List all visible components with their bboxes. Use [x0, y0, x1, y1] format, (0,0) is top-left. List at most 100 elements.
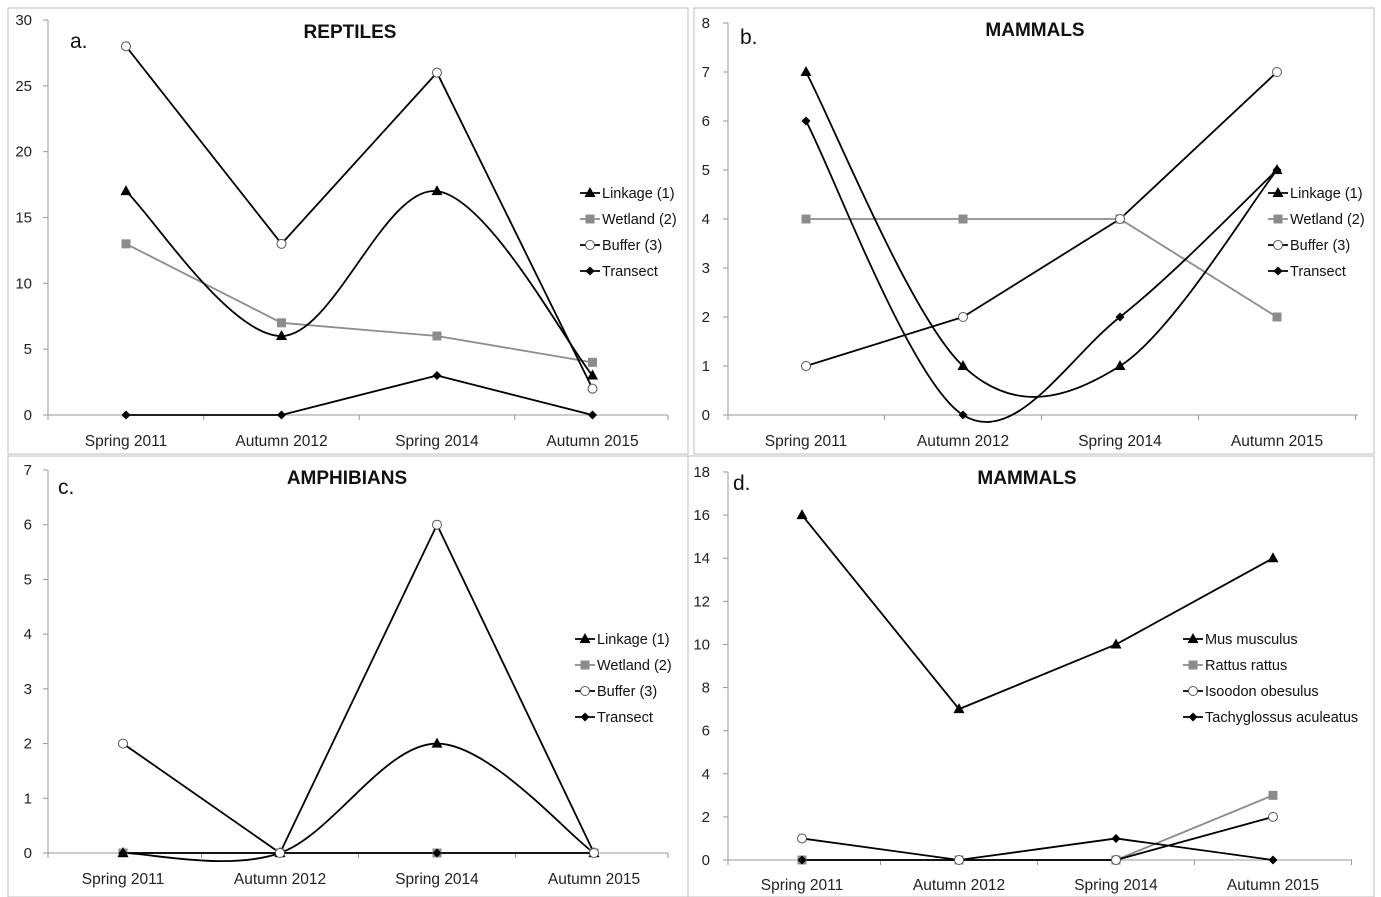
legend-label: Rattus rattus: [1205, 658, 1287, 674]
series-line-mus-musculus: [801, 514, 1274, 711]
data-point: [431, 737, 443, 748]
data-point: [1268, 855, 1278, 865]
y-tick-label: 4: [24, 626, 32, 643]
data-point: [1114, 360, 1126, 370]
legend-marker: [584, 187, 596, 197]
legend-label: Wetland (2): [1290, 212, 1365, 228]
legend: Mus musculus Rattus rattus Isoodon obesulu…: [1183, 632, 1358, 726]
data-point: [588, 357, 597, 367]
chart-panel-4: 0 2 4 6 8 10 12 14 16 18 Spring 2011 Autumn 2012 Spr…: [687, 455, 1375, 897]
data-point: [431, 185, 443, 196]
data-point: [801, 214, 811, 224]
legend-marker: [1272, 187, 1284, 197]
data-point: [1111, 855, 1121, 865]
data-point: [797, 833, 807, 844]
legend-marker: [1188, 660, 1198, 670]
x-tick-label: Spring 2014: [1074, 877, 1158, 894]
legend-marker: [1273, 214, 1283, 224]
data-point: [1110, 638, 1122, 649]
x-tick-label: Autumn 2012: [913, 877, 1005, 894]
legend-label: Linkage (1): [602, 186, 675, 202]
panel-label: a.: [70, 30, 88, 53]
y-tick-label: 12: [693, 593, 710, 610]
legend-label: Wetland (2): [602, 212, 677, 228]
data-point: [589, 848, 599, 858]
data-point: [121, 239, 131, 249]
legend-marker: [580, 686, 590, 696]
chart-title: AMPHIBIANS: [287, 468, 407, 489]
data-point: [117, 847, 129, 857]
data-point: [953, 703, 965, 714]
y-tick-label: 4: [702, 766, 710, 783]
y-tick-label: 25: [15, 78, 32, 95]
data-point: [958, 410, 968, 420]
y-tick-label: 6: [702, 113, 710, 130]
x-tick-label: Spring 2011: [761, 877, 843, 894]
data-point: [796, 509, 808, 520]
data-point: [797, 855, 807, 865]
data-point: [118, 738, 128, 749]
y-tick-label: 0: [24, 845, 32, 862]
y-tick-label: 5: [24, 571, 32, 588]
y-tick-label: 8: [702, 680, 710, 697]
legend: Linkage (1) Wetland (2) Buffer (3) Transect: [580, 186, 677, 280]
y-tick-label: 18: [693, 464, 710, 481]
legend-label: Buffer (3): [597, 684, 657, 700]
panel-border: [7, 455, 689, 897]
panel-label: c.: [58, 476, 74, 499]
data-point: [432, 371, 442, 380]
data-point: [1268, 811, 1278, 822]
legend-marker: [1188, 712, 1198, 722]
legend: Linkage (1) Wetland (2) Buffer (3) Transect: [1268, 186, 1365, 280]
y-tick-label: 2: [24, 736, 32, 753]
series-line-transect: [126, 374, 593, 416]
legend-label: Linkage (1): [1290, 186, 1363, 202]
x-tick-label: Spring 2011: [85, 433, 167, 450]
y-tick-label: 0: [24, 407, 32, 424]
y-tick-label: 16: [693, 507, 710, 524]
data-point: [801, 116, 811, 126]
y-tick-label: 20: [15, 144, 32, 161]
y-tick-label: 1: [24, 790, 32, 807]
series-line-isoodon-obesulus: [801, 816, 1274, 861]
x-tick-label: Autumn 2012: [234, 871, 326, 888]
legend-label: Tachyglossus aculeatus: [1205, 710, 1358, 726]
data-point: [958, 312, 968, 322]
y-tick-label: 5: [702, 162, 710, 179]
y-tick-label: 1: [702, 358, 710, 375]
legend-marker: [1187, 633, 1199, 643]
data-point: [800, 66, 812, 76]
data-point: [1272, 67, 1282, 77]
legend-label: Wetland (2): [597, 658, 672, 674]
x-tick-label: Autumn 2015: [1231, 433, 1323, 450]
series-line-linkage-1: [122, 742, 595, 862]
chart-panel-3: 0 1 2 3 4 5 6 7 Spring 2011 Autumn 2012 Spring 201…: [7, 455, 689, 897]
data-point: [275, 848, 285, 858]
y-tick-label: 6: [24, 517, 32, 534]
y-tick-label: 0: [702, 852, 710, 869]
series-line-linkage-1: [125, 190, 594, 377]
y-tick-label: 2: [702, 809, 710, 826]
legend-label: Transect: [597, 710, 653, 726]
legend-label: Buffer (3): [1290, 238, 1350, 254]
chart-title: REPTILES: [304, 22, 397, 43]
legend-label: Mus musculus: [1205, 632, 1298, 648]
data-point: [1271, 164, 1283, 174]
data-point: [1111, 833, 1121, 843]
data-point: [957, 360, 969, 370]
data-point: [1115, 312, 1125, 322]
x-tick-label: Autumn 2015: [1227, 877, 1319, 894]
x-tick-label: Autumn 2015: [546, 433, 638, 450]
x-tick-label: Autumn 2012: [917, 433, 1009, 450]
x-tick-label: Spring 2014: [395, 433, 479, 450]
panel-border: [687, 455, 1375, 897]
legend-marker: [1188, 686, 1198, 696]
data-point: [277, 410, 286, 420]
y-tick-label: 15: [15, 210, 32, 227]
data-point: [432, 848, 442, 858]
panel-label: d.: [733, 472, 751, 495]
y-tick-label: 2: [702, 309, 710, 326]
series-line-tachyglossus-aculeatus: [802, 837, 1274, 861]
chart-title: MAMMALS: [985, 20, 1084, 41]
